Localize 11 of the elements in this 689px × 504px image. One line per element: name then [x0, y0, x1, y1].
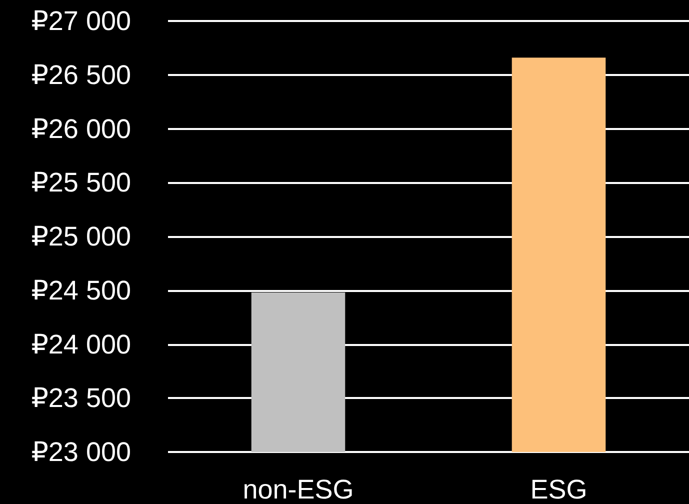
y-tick-label: ₽24 000 — [31, 329, 131, 360]
y-tick-label: ₽26 000 — [31, 114, 131, 144]
y-tick-label: ₽24 500 — [31, 275, 131, 306]
y-tick-label: ₽27 000 — [31, 6, 131, 36]
x-tick-label: non-ESG — [242, 474, 354, 504]
x-tick-label: ESG — [530, 474, 588, 504]
y-tick-label: ₽25 000 — [31, 222, 131, 252]
y-tick-label: ₽23 000 — [31, 437, 131, 467]
y-tick-label: ₽26 500 — [31, 60, 131, 90]
y-tick-label: ₽23 500 — [31, 383, 131, 414]
y-tick-label: ₽25 500 — [31, 168, 131, 198]
